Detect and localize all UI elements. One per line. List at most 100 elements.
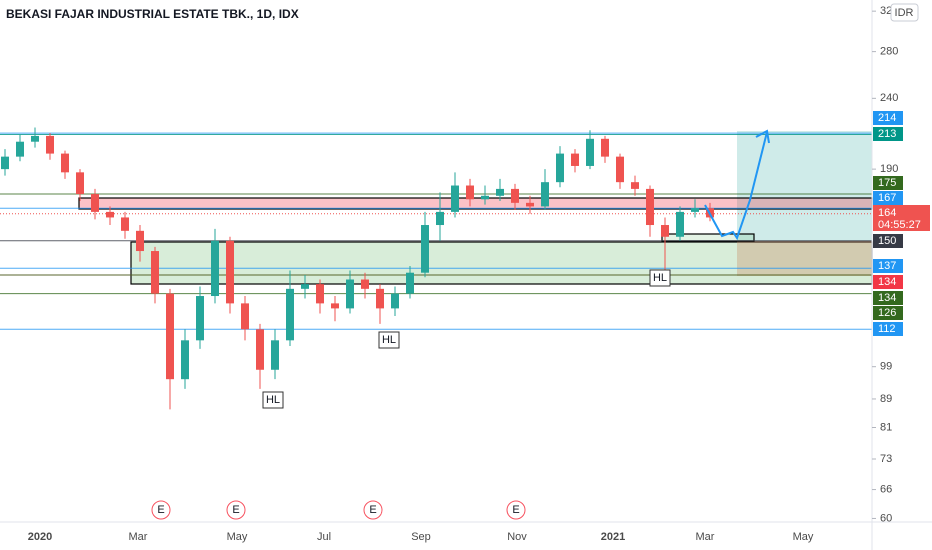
candle-body	[31, 135, 39, 142]
event-marker	[151, 500, 171, 520]
candle-body	[526, 202, 534, 207]
level-label: 175	[878, 177, 896, 189]
candle-body	[421, 225, 429, 273]
candle-body	[301, 284, 309, 289]
stop-area	[737, 241, 872, 276]
candle-body	[256, 329, 264, 370]
candle-body	[136, 230, 144, 252]
candle-body	[601, 138, 609, 157]
y-tick-label: 73	[880, 453, 892, 465]
y-tick-label: 240	[880, 92, 898, 104]
level-label-box	[873, 275, 903, 289]
event-label: E	[157, 504, 164, 516]
currency-box	[890, 3, 919, 22]
x-tick-label: May	[793, 531, 814, 543]
candle-body	[481, 195, 489, 200]
candle-body	[16, 141, 24, 157]
candle-body	[511, 188, 519, 203]
x-tick-label: Sep	[411, 531, 431, 543]
level-label: 134	[878, 292, 896, 304]
x-tick-label: 2021	[601, 531, 625, 543]
candle-body	[391, 293, 399, 309]
candle-body	[616, 156, 624, 183]
target-area	[737, 131, 872, 241]
y-tick-label: 89	[880, 393, 892, 405]
candle-body	[541, 182, 549, 207]
annotation: HL	[266, 394, 280, 406]
candle-body	[676, 211, 684, 237]
candle-body	[151, 251, 159, 294]
candle-body	[406, 272, 414, 294]
candle-body	[331, 303, 339, 309]
candle-body	[346, 279, 354, 309]
annotation-box	[649, 269, 671, 287]
level-label: 112	[878, 323, 896, 335]
annotation-box	[262, 391, 284, 409]
level-label: 126	[878, 307, 896, 319]
candle-body	[121, 217, 129, 231]
entry-zone	[661, 233, 755, 242]
y-tick-label: 66	[880, 483, 892, 495]
candle-body	[586, 138, 594, 166]
level-label-box	[873, 234, 903, 248]
last-price-box	[873, 205, 930, 231]
candles	[1, 127, 714, 410]
x-tick-label: Nov	[507, 531, 527, 543]
resistance-zone	[78, 197, 873, 210]
candle-body	[271, 340, 279, 370]
x-tick-label: May	[227, 531, 248, 543]
arrow-head	[755, 129, 770, 144]
event-label: E	[232, 504, 239, 516]
candle-body	[1, 156, 9, 170]
event-label: E	[369, 504, 376, 516]
candle-body	[376, 288, 384, 309]
level-label-box	[873, 322, 903, 336]
x-tick-label: 2020	[28, 531, 52, 543]
annotations: HL HL HL E E E E	[151, 269, 671, 520]
y-tick-label: 280	[880, 46, 898, 58]
y-tick-label: 190	[880, 163, 898, 175]
projection-arrow	[704, 131, 768, 241]
x-tick-label: Jul	[317, 531, 331, 543]
y-tick-label: 81	[880, 421, 892, 433]
candle-body	[106, 211, 114, 218]
event-label: E	[512, 504, 519, 516]
candle-body	[166, 293, 174, 380]
currency: IDR	[895, 7, 914, 19]
candle-body	[196, 296, 204, 341]
level-label-box	[873, 176, 903, 190]
level-label-box	[873, 127, 903, 141]
candle-body	[661, 225, 669, 237]
candle-body	[226, 240, 234, 304]
candle-body	[466, 185, 474, 200]
last-price-label: 164	[878, 207, 896, 219]
countdown: 04:55:27	[878, 219, 921, 231]
levels	[0, 132, 872, 330]
level-label: 150	[878, 235, 896, 247]
level-label: 214	[878, 112, 896, 124]
candle-body	[241, 303, 249, 330]
level-label-box	[873, 191, 903, 205]
annotation: HL	[653, 272, 667, 284]
candle-body	[436, 211, 444, 226]
level-label-box	[873, 291, 903, 305]
level-label: 213	[878, 128, 896, 140]
annotation-box	[378, 331, 400, 349]
candle-body	[691, 208, 699, 212]
level-label: 137	[878, 260, 896, 272]
level-label: 134	[878, 276, 896, 288]
y-tick-label: 60	[880, 512, 892, 524]
y-tick-label: 99	[880, 361, 892, 373]
candle-body	[496, 188, 504, 196]
candle-body	[316, 284, 324, 304]
candle-body	[571, 153, 579, 166]
candle-body	[91, 194, 99, 212]
annotation: HL	[382, 334, 396, 346]
level-label-box	[873, 306, 903, 320]
level-label-box	[873, 111, 903, 125]
x-tick-label: Mar	[129, 531, 148, 543]
level-label: 167	[878, 192, 896, 204]
candle-body	[286, 288, 294, 341]
